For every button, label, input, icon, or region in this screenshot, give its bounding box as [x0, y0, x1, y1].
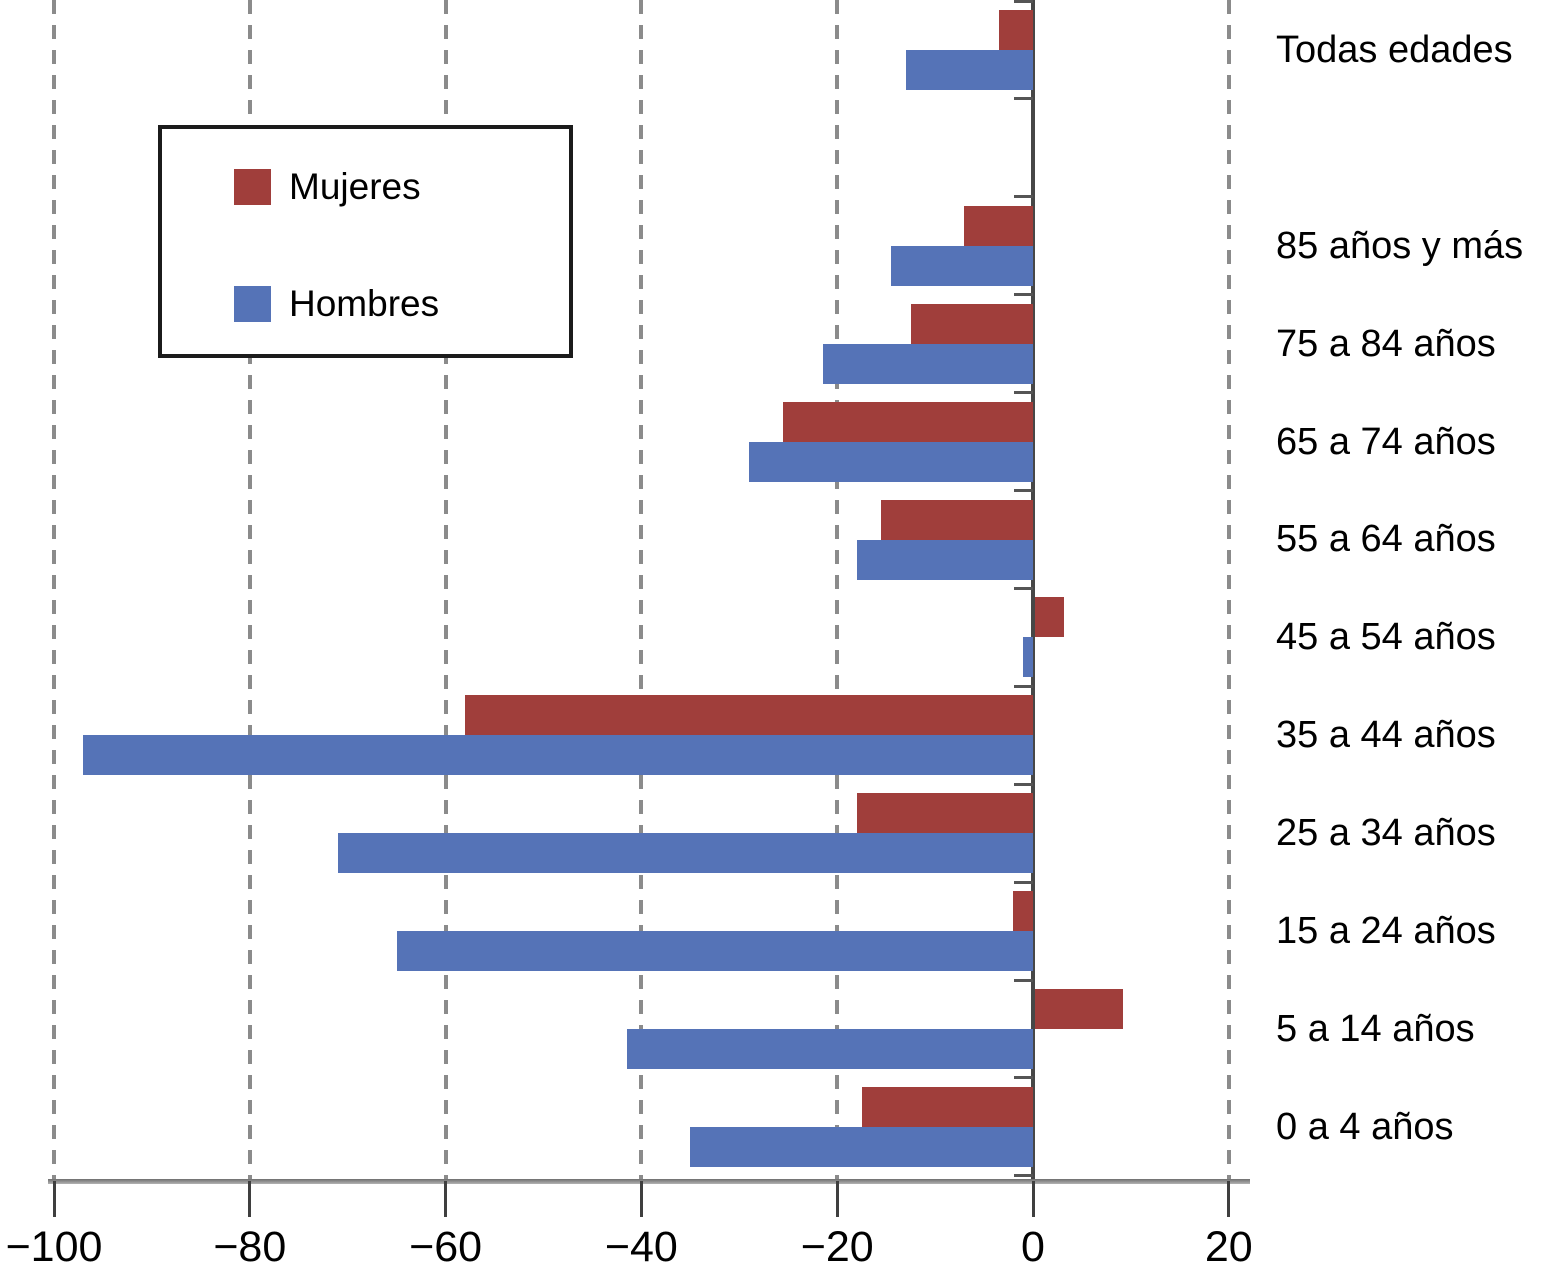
- category-label: 75 a 84 años: [1276, 322, 1496, 365]
- gridline--60: [443, 0, 448, 1181]
- x-tick-label: −40: [604, 1223, 678, 1271]
- legend-label-mujeres: Mujeres: [289, 166, 421, 207]
- mujeres-color-swatch: [234, 169, 271, 205]
- row-boundary-tick: [1014, 586, 1033, 590]
- x-axis-tick: [444, 1181, 448, 1217]
- hombres-bar: [337, 833, 1033, 874]
- mujeres-bar: [910, 303, 1033, 344]
- mujeres-bar: [861, 1086, 1033, 1127]
- x-axis-tick: [639, 1181, 643, 1217]
- gridline--80: [247, 0, 252, 1181]
- category-label: 5 a 14 años: [1276, 1007, 1475, 1050]
- row-boundary-tick: [1014, 880, 1033, 884]
- row-boundary-tick: [1014, 97, 1033, 101]
- mujeres-bar: [1035, 989, 1124, 1029]
- x-tick-label: −60: [409, 1223, 483, 1271]
- mujeres-bar: [1035, 597, 1065, 638]
- hombres-color-swatch: [234, 286, 271, 322]
- x-axis-tick: [1031, 1181, 1035, 1217]
- hombres-bar: [856, 539, 1033, 580]
- hombres-bar: [396, 931, 1033, 972]
- hombres-bar: [822, 343, 1033, 384]
- mujeres-bar: [881, 499, 1033, 540]
- row-boundary-tick: [1014, 1076, 1033, 1080]
- zero-axis-line: [1031, 0, 1035, 1181]
- mujeres-bar: [856, 793, 1033, 834]
- row-boundary-tick: [1014, 782, 1033, 786]
- category-label: 45 a 54 años: [1276, 616, 1496, 659]
- x-tick-label: −100: [5, 1223, 103, 1271]
- hombres-bar: [690, 1126, 1033, 1167]
- category-label: 15 a 24 años: [1276, 910, 1496, 953]
- legend-entry-hombres: Hombres: [234, 282, 439, 326]
- x-axis-tick: [1227, 1181, 1231, 1217]
- gridline-20: [1226, 0, 1231, 1181]
- x-axis-tick: [248, 1181, 252, 1217]
- x-axis-tick: [835, 1181, 839, 1217]
- x-tick-label: 0: [1021, 1223, 1045, 1271]
- category-label: 0 a 4 años: [1276, 1105, 1454, 1148]
- mujeres-bar: [1013, 891, 1033, 932]
- legend: Mujeres Hombres: [158, 125, 573, 358]
- category-label: 85 años y más: [1276, 224, 1524, 267]
- row-boundary-tick: [1014, 978, 1033, 982]
- gridline--100: [52, 0, 56, 1181]
- hombres-bar: [891, 245, 1033, 286]
- category-label: 35 a 44 años: [1276, 714, 1496, 757]
- hombres-bar: [905, 50, 1033, 90]
- category-label: 55 a 64 años: [1276, 518, 1496, 561]
- x-axis-tick: [52, 1181, 56, 1217]
- row-boundary-tick: [1014, 195, 1033, 199]
- row-boundary-tick: [1014, 0, 1033, 3]
- mujeres-bar: [465, 695, 1033, 736]
- row-boundary-tick: [1014, 391, 1033, 395]
- category-label: 65 a 74 años: [1276, 420, 1496, 463]
- gridline--40: [639, 0, 644, 1181]
- hombres-bar: [1023, 637, 1033, 678]
- legend-entry-mujeres: Mujeres: [234, 165, 421, 209]
- row-boundary-tick: [1014, 293, 1033, 297]
- mujeres-bar: [783, 401, 1033, 442]
- x-axis-line: [48, 1179, 1250, 1184]
- category-label: 25 a 34 años: [1276, 812, 1496, 855]
- category-label: Todas edades: [1276, 28, 1513, 71]
- legend-label-hombres: Hombres: [289, 283, 440, 324]
- x-tick-label: −80: [213, 1223, 287, 1271]
- hombres-bar: [626, 1029, 1033, 1069]
- x-tick-label: −20: [800, 1223, 874, 1271]
- hombres-bar: [83, 735, 1033, 776]
- row-boundary-tick: [1014, 1174, 1033, 1178]
- mujeres-bar: [998, 10, 1033, 50]
- row-boundary-tick: [1014, 684, 1033, 688]
- mujeres-bar: [964, 205, 1033, 246]
- x-tick-label: 20: [1204, 1223, 1253, 1271]
- row-boundary-tick: [1014, 489, 1033, 492]
- hombres-bar: [749, 441, 1033, 482]
- gridline--20: [835, 0, 840, 1181]
